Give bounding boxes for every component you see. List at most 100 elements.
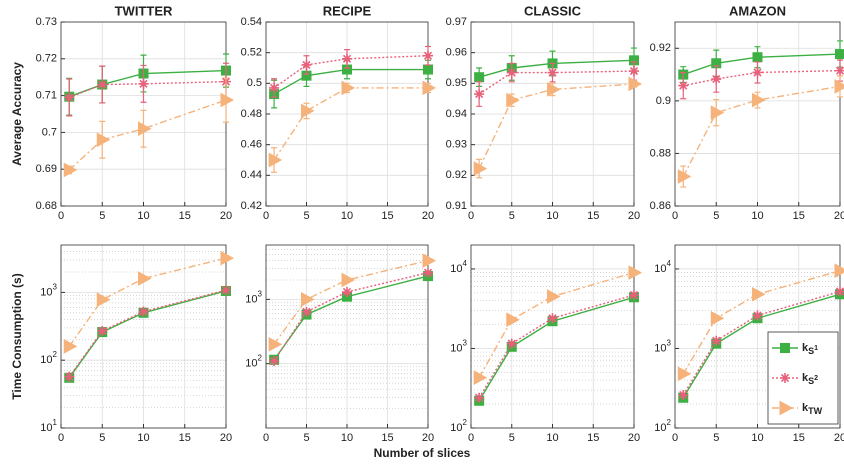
x-tick-label: 5 xyxy=(713,432,719,444)
marker xyxy=(473,370,488,385)
x-tick-label: 15 xyxy=(793,210,805,222)
marker xyxy=(752,92,766,108)
y-axis-label: Time Consumption (s) xyxy=(10,273,24,399)
series xyxy=(474,61,639,107)
marker xyxy=(63,339,78,354)
y-tick-label: 0.91 xyxy=(446,200,467,212)
series-line xyxy=(68,290,227,379)
series-line xyxy=(273,87,428,161)
x-tick-label: 10 xyxy=(751,432,763,444)
y-tick-label: 103 xyxy=(450,339,467,355)
marker xyxy=(96,292,111,308)
x-tick-label: 5 xyxy=(303,210,309,222)
series-line xyxy=(273,259,429,345)
series xyxy=(677,263,844,382)
marker xyxy=(711,74,722,85)
marker xyxy=(779,400,794,416)
subplot-title: AMAZON xyxy=(729,3,786,18)
marker xyxy=(342,287,352,298)
marker xyxy=(423,267,433,278)
series-line xyxy=(682,293,841,399)
x-tick-label: 20 xyxy=(422,432,434,444)
series xyxy=(269,45,433,98)
y-tick-label: 102 xyxy=(450,418,467,434)
x-tick-label: 20 xyxy=(422,210,434,222)
axes-frame xyxy=(470,21,635,207)
marker xyxy=(474,392,485,403)
marker xyxy=(96,132,111,148)
y-tick-label: 102 xyxy=(245,354,262,370)
y-tick-label: 0.71 xyxy=(36,90,57,102)
x-tick-label: 15 xyxy=(381,210,393,222)
series-line xyxy=(683,69,841,87)
marker xyxy=(710,310,725,326)
x-tick-label: 5 xyxy=(303,432,309,444)
x-tick-label: 15 xyxy=(179,210,191,222)
subplot-title: TWITTER xyxy=(115,3,173,18)
marker xyxy=(138,271,152,286)
x-axis-label: Number of slices xyxy=(374,446,471,460)
x-tick-label: 15 xyxy=(587,210,599,222)
series-line xyxy=(478,294,635,399)
series-line xyxy=(68,289,227,378)
y-tick-label: 0.86 xyxy=(650,200,671,212)
series xyxy=(473,76,643,179)
marker xyxy=(138,121,152,137)
y-axis-label: Average Accuracy xyxy=(10,62,24,166)
series xyxy=(64,285,231,382)
series xyxy=(678,286,844,400)
y-tick-label: 0.95 xyxy=(446,77,467,89)
series-line xyxy=(478,83,635,169)
marker xyxy=(138,306,149,317)
series-line xyxy=(478,271,635,378)
y-tick-label: 0.72 xyxy=(36,53,57,65)
marker xyxy=(341,272,356,288)
y-tick-label: 0.48 xyxy=(241,108,262,120)
marker xyxy=(269,356,280,367)
y-tick-label: 101 xyxy=(40,418,57,434)
axes-frame xyxy=(470,244,635,429)
x-tick-label: 20 xyxy=(834,432,844,444)
x-tick-label: 0 xyxy=(468,432,474,444)
marker xyxy=(677,366,692,382)
y-tick-label: 103 xyxy=(654,339,671,355)
marker xyxy=(547,289,561,304)
series xyxy=(473,265,643,385)
y-tick-label: 104 xyxy=(450,259,467,275)
marker xyxy=(628,265,643,280)
axes-frame xyxy=(674,21,841,207)
y-tick-label: 0.97 xyxy=(446,16,467,28)
marker xyxy=(835,49,844,60)
x-tick-label: 15 xyxy=(587,432,599,444)
series-line xyxy=(273,55,429,89)
marker xyxy=(506,312,520,328)
y-tick-label: 0.44 xyxy=(241,169,262,181)
y-tick-label: 0.54 xyxy=(241,16,262,28)
y-tick-label: 0.92 xyxy=(446,169,467,181)
x-tick-label: 20 xyxy=(834,210,844,222)
series xyxy=(677,75,844,188)
y-tick-label: 0.68 xyxy=(36,200,57,212)
x-tick-label: 5 xyxy=(713,210,719,222)
series-line xyxy=(68,99,227,171)
marker xyxy=(710,105,725,121)
axes-frame xyxy=(265,244,429,429)
legend-label: kTW xyxy=(802,402,823,416)
y-tick-label: 0.94 xyxy=(446,108,467,120)
y-tick-label: 0.73 xyxy=(36,16,57,28)
marker xyxy=(220,92,235,108)
y-tick-label: 0.42 xyxy=(241,200,262,212)
series-line xyxy=(682,270,841,375)
marker xyxy=(506,338,517,349)
marker xyxy=(268,152,283,168)
series xyxy=(269,267,433,367)
marker xyxy=(63,162,78,178)
y-tick-label: 103 xyxy=(245,289,262,305)
marker xyxy=(834,263,844,279)
x-tick-label: 0 xyxy=(672,432,678,444)
y-tick-label: 102 xyxy=(654,418,671,434)
marker xyxy=(341,80,356,96)
series-line xyxy=(273,271,429,362)
marker xyxy=(97,79,108,90)
marker xyxy=(752,286,766,302)
